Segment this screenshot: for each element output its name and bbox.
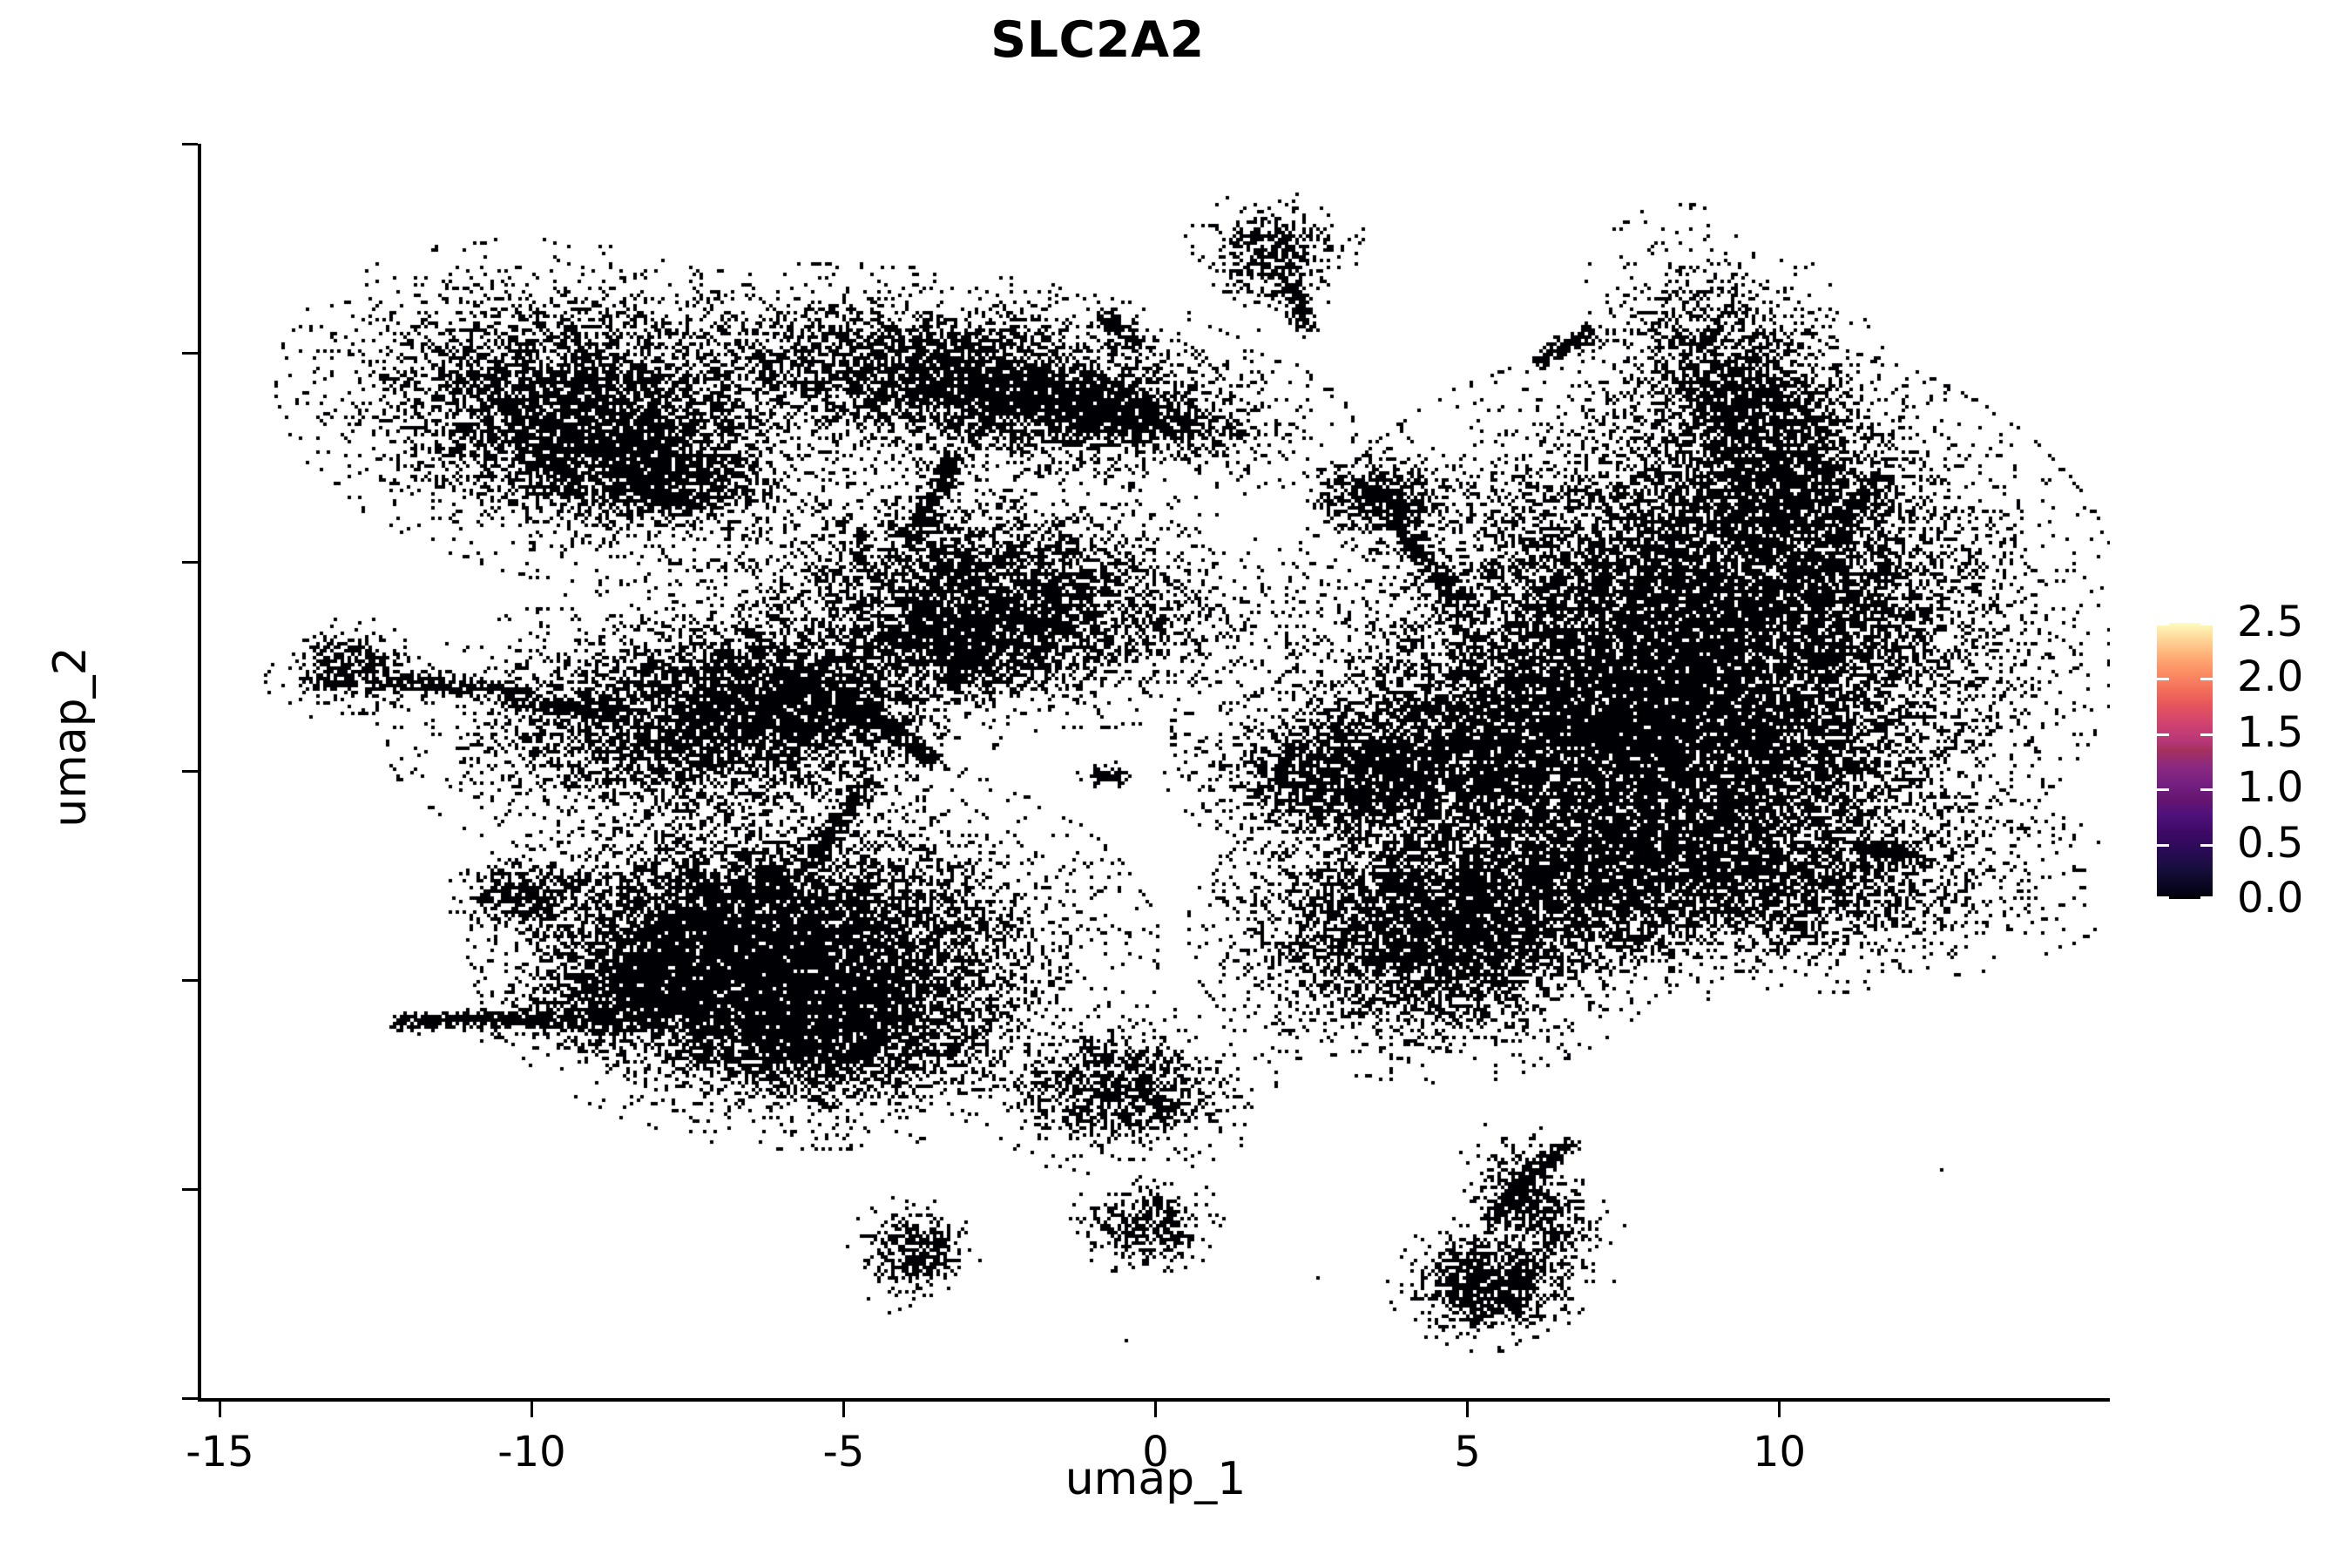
- x-tick-mark: [530, 1402, 533, 1417]
- x-tick-mark: [1154, 1402, 1157, 1417]
- colorbar-tick-label: 1.5: [2237, 707, 2304, 757]
- x-tick-mark: [1778, 1402, 1781, 1417]
- x-tick-mark: [841, 1402, 845, 1417]
- colorbar-tick-mark: [2200, 788, 2213, 792]
- x-tick-label: 10: [1752, 1428, 1807, 1477]
- colorbar-tick-mark: [2200, 678, 2213, 681]
- colorbar-tick-label: 0.0: [2237, 874, 2304, 923]
- colorbar-tick-mark: [2157, 788, 2169, 792]
- colorbar-tick-label: 2.5: [2237, 598, 2304, 646]
- colorbar-tick-mark: [2200, 896, 2213, 899]
- x-tick-label: -15: [186, 1428, 254, 1477]
- y-axis-spine: [198, 144, 201, 1402]
- x-tick-label: 5: [1454, 1428, 1481, 1477]
- colorbar-tick-label: 2.0: [2237, 652, 2304, 702]
- x-tick-label: -10: [497, 1428, 566, 1477]
- colorbar-tick-label: 0.5: [2237, 818, 2304, 868]
- x-tick-mark: [218, 1402, 221, 1417]
- x-tick-label: 0: [1142, 1428, 1169, 1477]
- x-tick-label: -5: [822, 1428, 865, 1477]
- y-axis-label: umap_2: [44, 646, 97, 828]
- colorbar-tick-mark: [2157, 678, 2169, 681]
- colorbar-tick-mark: [2157, 843, 2169, 847]
- colorbar-legend: 2.5 2.0 1.5 1.0 0.5 0.0: [2157, 601, 2349, 919]
- colorbar-tick-mark: [2157, 896, 2169, 899]
- colorbar-tick-label: 1.0: [2237, 763, 2304, 813]
- y-tick-mark: [182, 142, 198, 145]
- y-tick-mark: [182, 351, 198, 355]
- y-tick-mark: [182, 560, 198, 564]
- colorbar-tick-mark: [2200, 843, 2213, 847]
- colorbar-tick-mark: [2157, 623, 2169, 625]
- colorbar-tick-mark: [2157, 733, 2169, 736]
- x-tick-mark: [1466, 1402, 1469, 1417]
- colorbar-gradient: [2157, 623, 2213, 899]
- x-axis-label: umap_1: [1064, 1453, 1247, 1505]
- scatter-canvas: [201, 144, 2110, 1398]
- x-axis-spine: [198, 1398, 2110, 1402]
- colorbar-tick-mark: [2200, 623, 2213, 625]
- y-tick-mark: [182, 769, 198, 773]
- page-title: SLC2A2: [990, 11, 1205, 69]
- y-tick-mark: [182, 1187, 198, 1191]
- y-tick-mark: [182, 978, 198, 982]
- y-tick-mark: [182, 1396, 198, 1400]
- colorbar-tick-mark: [2200, 733, 2213, 736]
